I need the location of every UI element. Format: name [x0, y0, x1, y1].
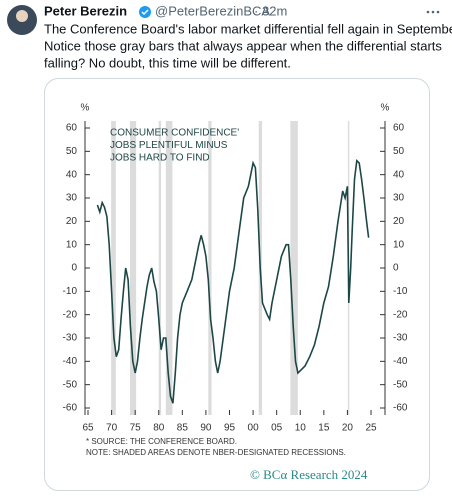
x-tick-label: 05	[271, 423, 283, 434]
data-line	[96, 159, 370, 404]
y2-unit: %	[381, 103, 390, 114]
x-tick-label: 70	[106, 423, 118, 434]
avatar-face	[16, 10, 28, 22]
separator: ·	[254, 3, 258, 18]
y2-tick-label: -30	[393, 333, 408, 344]
y-tick-label: 20	[66, 216, 78, 227]
recession-band	[290, 121, 298, 415]
time[interactable]: 32m	[262, 3, 287, 18]
y2-tick-label: 10	[393, 239, 405, 250]
x-tick-label: 10	[295, 423, 307, 434]
recession-band	[158, 121, 162, 415]
verified-check	[141, 9, 149, 16]
y-tick-label: -40	[63, 356, 78, 367]
tweet-text: The Conference Board's labor market diff…	[44, 21, 452, 36]
chart: % % -60 -50 -40 -30 -20 -10 0 10 20 30 40 50 60 -60 -50 -…	[63, 103, 408, 482]
author-name[interactable]: Peter Berezin	[44, 3, 127, 18]
y-tick-label: 50	[66, 146, 78, 157]
media-card[interactable]	[44, 78, 430, 491]
recession-band	[111, 121, 116, 415]
y-tick-label: -10	[63, 286, 78, 297]
x-tick-label: 00	[248, 423, 260, 434]
annotation: JOBS PLENTIFUL MINUS	[110, 140, 228, 151]
y2-tick-label: 30	[393, 193, 405, 204]
tweet-text: falling? No doubt, this time will be dif…	[44, 55, 291, 70]
x-tick-label: 25	[365, 423, 377, 434]
more-menu[interactable]	[426, 10, 440, 14]
y2-tick-label: -10	[393, 286, 408, 297]
annotation: CONSUMER CONFIDENCE'	[110, 128, 239, 139]
y-tick-label: 40	[66, 169, 78, 180]
x-tick-label: 15	[318, 423, 330, 434]
handle[interactable]: @PeterBerezinBCA	[155, 3, 270, 18]
x-tick-label: 75	[130, 423, 142, 434]
y-tick-label: -50	[63, 379, 78, 390]
y2-tick-label: 40	[393, 169, 405, 180]
y2-tick-label: 50	[393, 146, 405, 157]
recession-band	[165, 121, 173, 415]
x-tick-label: 65	[82, 423, 94, 434]
y-tick-label: 60	[66, 123, 78, 134]
y2-tick-label: -50	[393, 379, 408, 390]
y-tick-label: 0	[71, 263, 77, 274]
tweet-text: Notice those gray bars that always appea…	[44, 38, 442, 53]
y-tick-label: 30	[66, 193, 78, 204]
y2-tick-label: -40	[393, 356, 408, 367]
y2-tick-label: 0	[393, 263, 399, 274]
source-note: * SOURCE: THE CONFERENCE BOARD.	[86, 437, 237, 446]
credit: © BCα Research 2024	[250, 467, 368, 482]
recession-band	[208, 121, 212, 415]
y2-tick-label: 60	[393, 123, 405, 134]
x-tick-label: 95	[224, 423, 236, 434]
y-tick-label: 10	[66, 239, 78, 250]
y-tick-label: -20	[63, 309, 78, 320]
x-tick-label: 20	[342, 423, 354, 434]
recession-band	[129, 121, 137, 415]
y2-tick-label: 20	[393, 216, 405, 227]
y2-tick-label: -20	[393, 309, 408, 320]
y2-tick-label: -60	[393, 403, 408, 414]
annotation: JOBS HARD TO FIND	[110, 153, 210, 164]
x-tick-label: 90	[200, 423, 212, 434]
y-unit: %	[81, 103, 90, 114]
source-note: NOTE: SHADED AREAS DENOTE NBER-DESIGNATE…	[86, 448, 346, 457]
x-tick-label: 85	[177, 423, 189, 434]
x-tick-label: 80	[153, 423, 165, 434]
y-tick-label: -60	[63, 403, 78, 414]
y-tick-label: -30	[63, 333, 78, 344]
